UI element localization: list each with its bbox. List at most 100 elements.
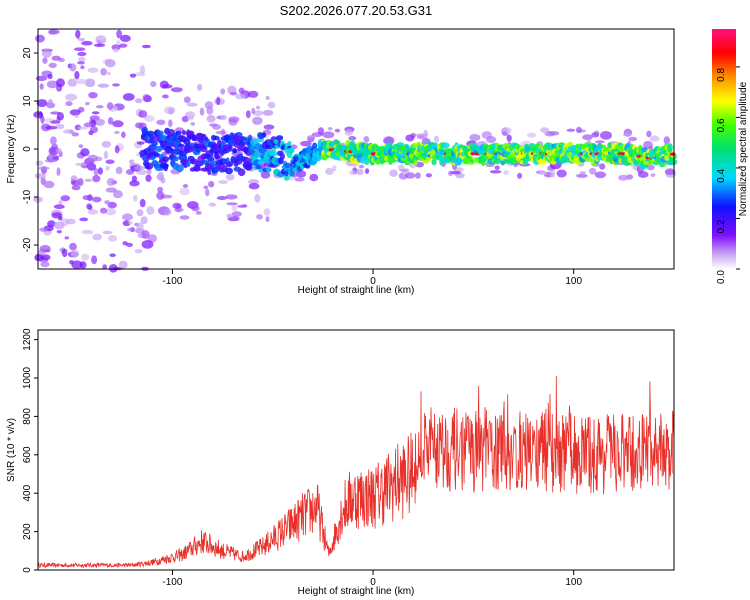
spectral-blob (591, 132, 600, 138)
spectral-blob (182, 184, 189, 188)
spectral-blob (556, 169, 567, 178)
spectral-blob (87, 209, 99, 215)
spectral-blob (104, 208, 117, 216)
spectral-blob (136, 209, 144, 217)
spectral-blob (215, 130, 227, 135)
spectral-blob (54, 155, 60, 161)
spectral-blob (360, 157, 365, 164)
spectral-blob (70, 249, 80, 258)
spectral-blob (162, 84, 173, 89)
spectral-blob (334, 128, 341, 133)
spectral-blob (80, 65, 85, 70)
spectral-blob (36, 99, 48, 108)
colorbar-axis: 0.0 0.2 0.4 0.6 0.8 (716, 66, 740, 284)
spectral-blob (663, 136, 670, 145)
spectral-blob (145, 174, 152, 182)
spectral-blob (549, 169, 556, 178)
spectral-blob (205, 188, 210, 197)
spectral-blob (60, 195, 70, 202)
spectral-blob (135, 122, 144, 129)
spectral-blob (668, 158, 678, 166)
spectral-blob (170, 137, 179, 142)
spectral-blob (73, 47, 86, 51)
spectral-blob (129, 180, 140, 187)
colorbar-tick-label: 0.6 (716, 118, 727, 132)
spectral-blob (121, 131, 126, 139)
spectral-blob (65, 101, 73, 107)
spectral-blob (107, 201, 117, 209)
y-tick-label: -10 (22, 189, 33, 204)
spectral-blob (279, 153, 285, 160)
spectral-blob (235, 93, 246, 100)
spectral-blob (327, 127, 333, 131)
spectral-blob (38, 111, 43, 119)
spectral-blob (77, 37, 86, 42)
spectral-blob (255, 165, 262, 170)
spectral-blob (56, 167, 61, 176)
spectral-blob (41, 48, 52, 58)
spectral-blob (489, 170, 502, 174)
spectral-blob (87, 67, 99, 73)
spectral-blob (74, 70, 80, 80)
spectral-blob (45, 125, 58, 130)
spectral-blob (51, 212, 63, 219)
spectral-blob (38, 166, 50, 170)
x-tick-label: 0 (370, 276, 376, 287)
spectral-blob (235, 158, 243, 165)
spectral-blob (199, 107, 205, 116)
spectral-blob (144, 162, 154, 170)
spectral-blob (114, 145, 120, 154)
spectral-blob (69, 63, 77, 72)
spectral-blob (141, 44, 151, 49)
spectral-blob (112, 83, 120, 87)
spectral-blob (35, 75, 48, 82)
spectral-blob (97, 35, 106, 41)
spectral-blob (213, 135, 220, 141)
spectral-blob (79, 217, 89, 222)
spectral-blob (69, 109, 81, 116)
spectral-blob (263, 208, 271, 216)
spectral-blob (174, 148, 180, 156)
spectral-blob (128, 220, 134, 225)
spectral-blob (348, 136, 357, 141)
y-tick-label: 1000 (22, 366, 33, 389)
spectral-blob (78, 56, 86, 62)
spectral-blob (109, 253, 116, 257)
spectral-blob (589, 167, 597, 175)
spectral-blob (55, 147, 62, 154)
snr-xlabel: Height of straight line (km) (298, 586, 415, 597)
spectral-blob (113, 190, 123, 199)
spectral-blob (252, 116, 263, 126)
spectral-blob (486, 136, 497, 144)
spectral-blob (56, 230, 62, 234)
spectral-blob (363, 136, 370, 143)
y-tick-label: 0 (22, 567, 33, 573)
spectral-blob (106, 177, 116, 187)
spectral-blob (186, 161, 191, 168)
spectral-blob (225, 173, 235, 181)
spectral-blob (265, 216, 270, 223)
spectral-blob (69, 242, 77, 251)
spectral-blob (74, 114, 79, 118)
spectral-blob (179, 187, 190, 196)
spectral-blob (39, 83, 44, 90)
spectral-blob (76, 178, 84, 186)
spectral-blob (150, 81, 157, 88)
spectral-blob (187, 115, 194, 121)
spectral-blob (93, 168, 99, 177)
spectral-blob (220, 88, 226, 95)
spectral-blob (127, 228, 134, 232)
spectral-blob (289, 171, 295, 177)
spectral-blob (383, 136, 395, 146)
y-tick-label: 0 (22, 146, 33, 152)
spectral-blob (163, 163, 169, 172)
spectral-blob (237, 168, 246, 177)
spectral-blob (62, 129, 75, 134)
spectral-blob (266, 166, 271, 174)
spectral-blob (506, 134, 512, 142)
spectral-blob (306, 135, 316, 140)
x-tick-label: 0 (370, 577, 376, 588)
